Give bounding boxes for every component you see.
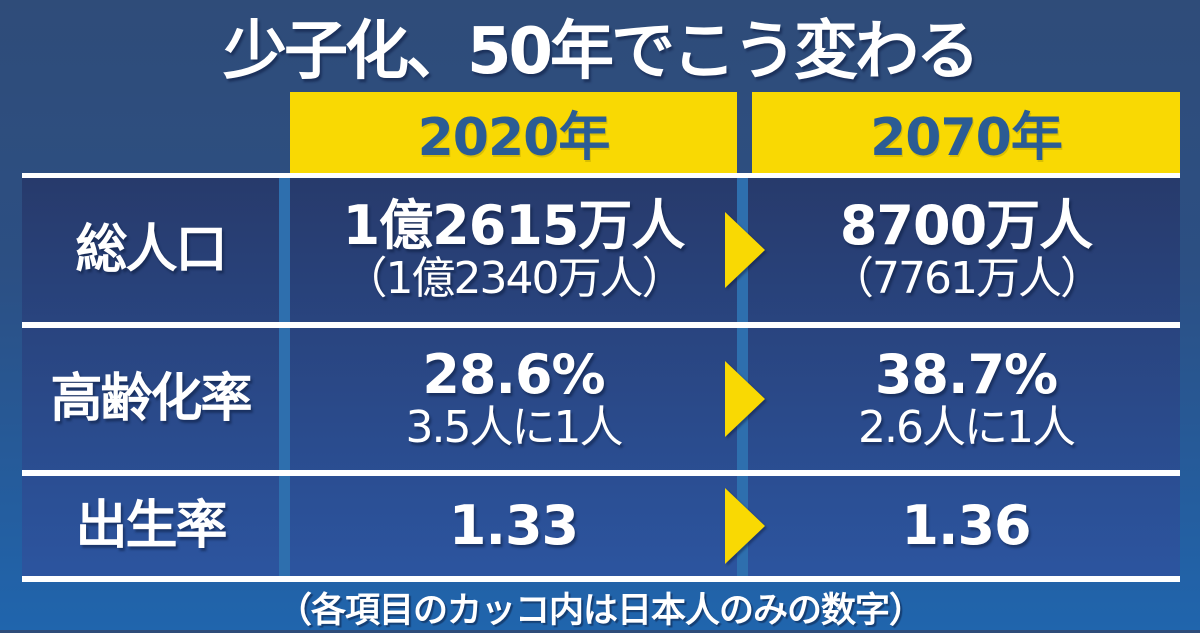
arrow-right-icon xyxy=(725,361,765,437)
cell-birth-rate-2070: 1.36 xyxy=(752,476,1180,576)
page-title: 少子化、50年でこう変わる xyxy=(222,15,980,89)
column-header-2070: 2070年 xyxy=(752,92,1180,173)
cell-aging-rate-2070: 38.7% 2.6人に1人 xyxy=(752,328,1180,470)
row-label-aging-rate: 高齢化率 xyxy=(22,328,279,470)
value-sub: （1億2340万人） xyxy=(343,253,686,305)
value-sub: 2.6人に1人 xyxy=(858,402,1076,454)
value-main: 1.36 xyxy=(901,493,1031,557)
arrow-right-icon xyxy=(725,212,765,288)
footnote: （各項目のカッコ内は日本人のみの数字） xyxy=(276,590,924,631)
row-label-text: 出生率 xyxy=(75,495,227,556)
row-separator-line xyxy=(22,470,1180,476)
value-main: 28.6% xyxy=(422,343,605,407)
column-header-2070-label: 2070年 xyxy=(870,108,1063,168)
column-header-2020: 2020年 xyxy=(290,92,737,173)
value-main: 38.7% xyxy=(874,343,1058,407)
value-main: 1億2615万人 xyxy=(342,194,686,258)
row-label-text: 総人口 xyxy=(75,219,227,280)
row-label-total-population: 総人口 xyxy=(22,178,279,322)
value-sub: 3.5人に1人 xyxy=(405,402,624,454)
row-label-text: 高齢化率 xyxy=(50,368,252,429)
row-separator-line xyxy=(22,173,1180,178)
value-sub: （7761万人） xyxy=(830,253,1104,305)
table-body xyxy=(22,173,1180,582)
cell-total-population-2070: 8700万人 （7761万人） xyxy=(752,178,1180,322)
arrow-right-icon xyxy=(725,488,765,564)
cell-aging-rate-2020: 28.6% 3.5人に1人 xyxy=(290,328,737,470)
column-divider-left xyxy=(279,173,290,582)
cell-total-population-2020: 1億2615万人 （1億2340万人） xyxy=(290,178,737,322)
row-label-birth-rate: 出生率 xyxy=(22,476,279,576)
cell-birth-rate-2020: 1.33 xyxy=(290,476,737,576)
value-main: 1.33 xyxy=(448,493,579,557)
row-separator-line xyxy=(22,576,1180,582)
column-header-2020-label: 2020年 xyxy=(417,108,611,168)
value-main: 8700万人 xyxy=(839,194,1093,258)
row-separator-line xyxy=(22,322,1180,328)
